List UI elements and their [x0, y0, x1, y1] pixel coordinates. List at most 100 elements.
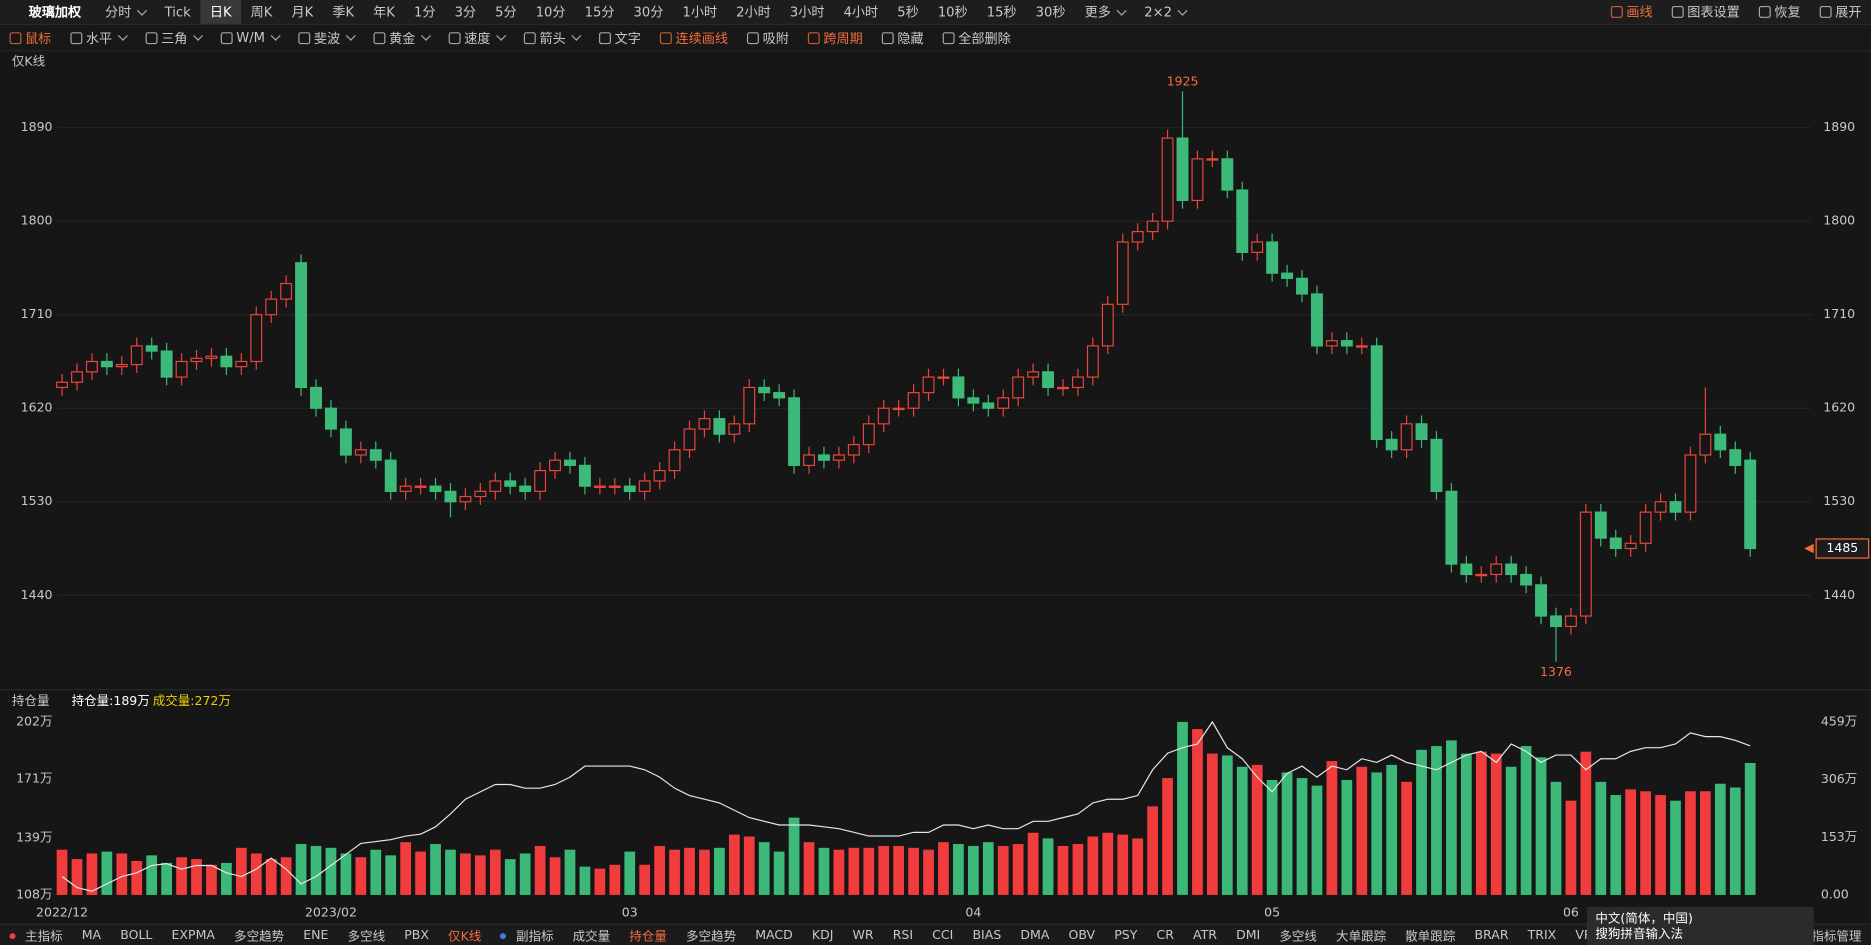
- indicator-tab[interactable]: 成交量: [572, 928, 611, 944]
- candle-body: [967, 397, 980, 404]
- candle-body: [280, 282, 293, 300]
- indicator-tab[interactable]: 多空线: [1279, 928, 1317, 944]
- draw-toolbar: 鼠标 水平 三角 W/M 斐波 黄金 速度 箭头 文字 连续画线 吸附 跨周期 隐藏 全部删除: [0, 25, 1871, 52]
- period-tab[interactable]: 5秒: [897, 4, 919, 21]
- volume-bar: [1356, 766, 1368, 895]
- indicator-tab[interactable]: PBX: [404, 928, 429, 943]
- volume-bar: [86, 853, 98, 895]
- candle-body: [997, 397, 1010, 409]
- period-tab[interactable]: 1小时: [682, 4, 718, 21]
- volume-bar: [146, 855, 158, 895]
- volume-bar: [982, 842, 994, 895]
- indicator-tab[interactable]: DMA: [1020, 928, 1050, 943]
- candle-body: [832, 454, 845, 461]
- draw-tool[interactable]: 三角: [136, 25, 211, 50]
- period-tab[interactable]: 30分: [633, 4, 664, 21]
- period-tab[interactable]: 周K: [250, 4, 273, 21]
- period-tab[interactable]: 30秒: [1035, 4, 1066, 21]
- candle-body: [847, 444, 860, 456]
- period-tab[interactable]: 10分: [535, 4, 566, 21]
- indicator-tab[interactable]: 大单跟踪: [1336, 928, 1387, 944]
- indicator-tab[interactable]: TRIX: [1527, 928, 1557, 943]
- candle-body: [1594, 511, 1607, 539]
- indicator-tab[interactable]: 多空线: [347, 928, 386, 944]
- indicator-tab[interactable]: CR: [1156, 928, 1174, 943]
- indicator-tab[interactable]: BRAR: [1474, 928, 1509, 943]
- indicator-tab[interactable]: DMI: [1236, 928, 1261, 943]
- candle-body: [728, 423, 741, 435]
- indicator-tab[interactable]: 散单跟踪: [1405, 928, 1456, 944]
- draw-tool[interactable]: 水平: [61, 25, 136, 50]
- volume-bar: [1505, 766, 1517, 895]
- draw-tool[interactable]: 文字: [590, 25, 651, 50]
- volume-bar: [460, 853, 471, 895]
- candle-body: [1430, 438, 1443, 492]
- indicator-tab[interactable]: ATR: [1193, 928, 1218, 943]
- tool-button[interactable]: 恢复: [1749, 0, 1810, 24]
- indicator-tab[interactable]: CCI: [932, 928, 954, 943]
- draw-tool[interactable]: 吸附: [738, 25, 799, 50]
- candle-body: [324, 407, 337, 430]
- indicator-tab[interactable]: BIAS: [972, 928, 1002, 943]
- draw-tool[interactable]: W/M: [211, 25, 289, 50]
- indicator-tab[interactable]: RSI: [892, 928, 914, 943]
- period-tab[interactable]: 日K: [200, 0, 242, 24]
- period-tab[interactable]: 3分: [454, 4, 477, 21]
- candle-body: [459, 495, 472, 503]
- period-tab[interactable]: 10秒: [937, 4, 968, 21]
- volume-bar: [1535, 757, 1547, 895]
- candle-body: [384, 459, 397, 492]
- volume-bar: [534, 845, 546, 895]
- period-tab[interactable]: 4小时: [843, 4, 879, 21]
- indicator-tab[interactable]: 仅K线: [448, 928, 482, 944]
- y-tick-label: 202万: [16, 713, 52, 728]
- period-tab[interactable]: 2×2: [1135, 0, 1196, 24]
- candle-body: [339, 428, 352, 456]
- volume-bar: [1221, 755, 1233, 895]
- period-tab[interactable]: 年K: [373, 4, 395, 21]
- indicator-tab[interactable]: PSY: [1114, 928, 1138, 943]
- volume-bar: [1027, 832, 1039, 895]
- period-tab[interactable]: 月K: [291, 4, 314, 21]
- indicator-tab[interactable]: MACD: [755, 928, 793, 943]
- period-tab[interactable]: 分时: [95, 0, 155, 24]
- draw-tool[interactable]: 箭头: [514, 25, 589, 50]
- draw-tool[interactable]: 全部删除: [933, 25, 1020, 50]
- indicator-tab[interactable]: KDJ: [811, 928, 834, 943]
- draw-tool[interactable]: 跨周期: [798, 25, 872, 50]
- period-tab[interactable]: Tick: [164, 4, 191, 20]
- indicator-tab[interactable]: 多空趋势: [685, 928, 737, 944]
- indicator-tab[interactable]: 指标管理: [1811, 928, 1862, 944]
- indicator-tab[interactable]: BOLL: [120, 928, 153, 943]
- period-tab[interactable]: 1分: [413, 4, 436, 21]
- indicator-tab[interactable]: 持仓量: [629, 928, 667, 944]
- ime-line: 搜狗拼音输入法: [1595, 927, 1684, 942]
- draw-tool[interactable]: 隐藏: [872, 25, 933, 50]
- period-tab[interactable]: 15分: [584, 4, 615, 21]
- volume-bar: [1311, 785, 1323, 895]
- volume-bar: [1042, 838, 1054, 895]
- period-tab[interactable]: 5分: [495, 4, 517, 21]
- draw-tool[interactable]: 斐波: [289, 25, 364, 50]
- indicator-tab[interactable]: OBV: [1068, 928, 1096, 943]
- draw-tool[interactable]: 鼠标: [0, 25, 61, 50]
- tool-button[interactable]: 画线: [1601, 0, 1662, 24]
- period-tab[interactable]: 2小时: [736, 4, 771, 21]
- draw-tool[interactable]: 连续画线: [650, 25, 737, 50]
- period-tab[interactable]: 更多: [1075, 0, 1135, 24]
- indicator-tab[interactable]: 多空趋势: [234, 928, 285, 944]
- period-tab[interactable]: 15秒: [986, 4, 1017, 21]
- indicator-tab[interactable]: WR: [852, 928, 874, 943]
- indicator-tab[interactable]: EXPMA: [171, 928, 215, 943]
- period-tab[interactable]: 季K: [332, 4, 355, 21]
- period-tab[interactable]: 3小时: [789, 4, 825, 21]
- draw-tool[interactable]: 速度: [439, 25, 514, 50]
- tool-button[interactable]: 图表设置: [1662, 0, 1749, 24]
- tool-button[interactable]: 展开: [1810, 0, 1871, 24]
- indicator-tab[interactable]: ENE: [303, 928, 329, 943]
- candle-body: [1012, 376, 1025, 399]
- volume-bar: [699, 849, 710, 895]
- indicator-tab[interactable]: MA: [81, 928, 102, 943]
- draw-tool[interactable]: 黄金: [364, 25, 439, 50]
